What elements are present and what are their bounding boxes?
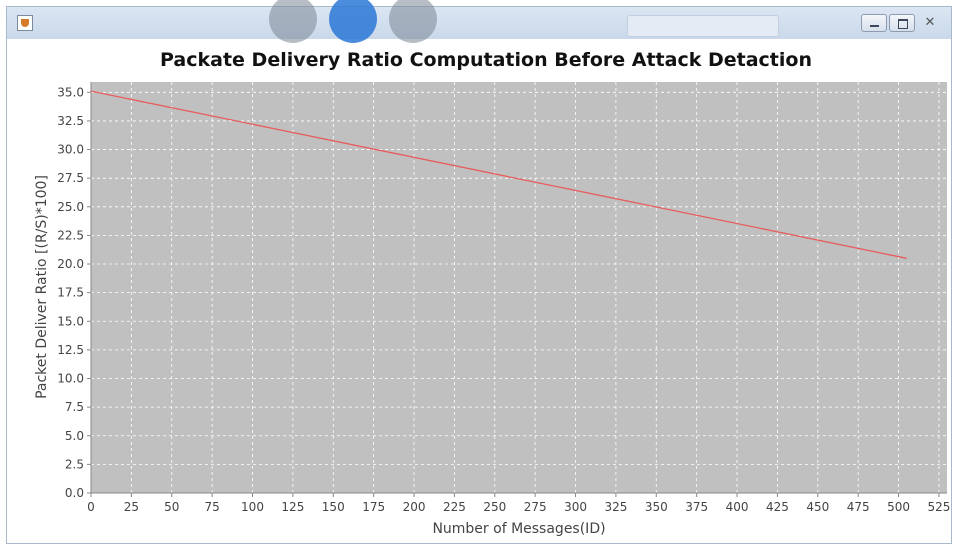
x-tick-label: 150: [322, 500, 345, 514]
series-line: [90, 90, 907, 259]
y-tick-label: 22.5: [57, 228, 84, 242]
x-tick-label: 350: [645, 500, 668, 514]
background-app-icon: [269, 0, 317, 43]
java-cup-icon[interactable]: [17, 15, 33, 31]
x-tick-label: 100: [241, 500, 264, 514]
x-tick-label: 425: [766, 500, 789, 514]
y-tick-label: 32.5: [57, 114, 84, 128]
background-app-icon: [329, 0, 377, 43]
window-titlebar[interactable]: ✕: [7, 0, 951, 43]
axes: [87, 82, 947, 497]
background-app-icon: [389, 0, 437, 43]
minimize-icon[interactable]: [861, 14, 887, 32]
x-tick-label: 125: [281, 500, 304, 514]
x-axis-label: Number of Messages(ID): [432, 521, 605, 537]
y-tick-label: 30.0: [57, 143, 84, 157]
x-tick-label: 400: [726, 500, 749, 514]
data-series: [90, 90, 907, 259]
y-tick-label: 12.5: [57, 343, 84, 357]
x-tick-label: 75: [204, 500, 219, 514]
plot-area: [91, 82, 947, 493]
y-tick-label: 0.0: [65, 486, 84, 500]
y-tick-label: 17.5: [57, 286, 84, 300]
x-tick-label: 225: [443, 500, 466, 514]
x-tick-labels: 0 25 50 75 100 125 150 175 200 225 250 275 300 325 350…: [87, 500, 950, 514]
x-tick-label: 50: [164, 500, 179, 514]
x-tick-label: 450: [806, 500, 829, 514]
x-tick-label: 275: [524, 500, 547, 514]
y-tick-label: 15.0: [57, 314, 84, 328]
x-tick-label: 500: [887, 500, 910, 514]
y-tick-labels: 0.0 2.5 5.0 7.5 10.0 12.5 15.0 17.5 20.0 22.5 25.0…: [57, 85, 84, 500]
y-tick-label: 2.5: [65, 457, 84, 471]
x-tick-label: 200: [403, 500, 426, 514]
background-field: [627, 15, 779, 37]
maximize-icon[interactable]: [889, 14, 915, 32]
x-tick-label: 175: [362, 500, 385, 514]
x-tick-label: 375: [685, 500, 708, 514]
x-tick-label: 325: [604, 500, 627, 514]
y-tick-label: 5.0: [65, 429, 84, 443]
y-tick-label: 10.0: [57, 372, 84, 386]
x-tick-label: 25: [124, 500, 139, 514]
y-tick-label: 35.0: [57, 85, 84, 99]
close-icon[interactable]: ✕: [924, 15, 936, 30]
x-tick-label: 0: [87, 500, 95, 514]
x-tick-label: 525: [927, 500, 950, 514]
y-tick-label: 7.5: [65, 400, 84, 414]
chart-title: Packate Delivery Ratio Computation Befor…: [160, 49, 812, 71]
y-tick-label: 27.5: [57, 171, 84, 185]
x-tick-label: 300: [564, 500, 587, 514]
y-tick-label: 20.0: [57, 257, 84, 271]
y-tick-label: 25.0: [57, 200, 84, 214]
x-tick-label: 475: [847, 500, 870, 514]
y-axis-label: Packet Deliver Ratio [(R/S)*100]: [34, 175, 50, 399]
x-tick-label: 250: [483, 500, 506, 514]
grid-lines: [90, 82, 947, 494]
